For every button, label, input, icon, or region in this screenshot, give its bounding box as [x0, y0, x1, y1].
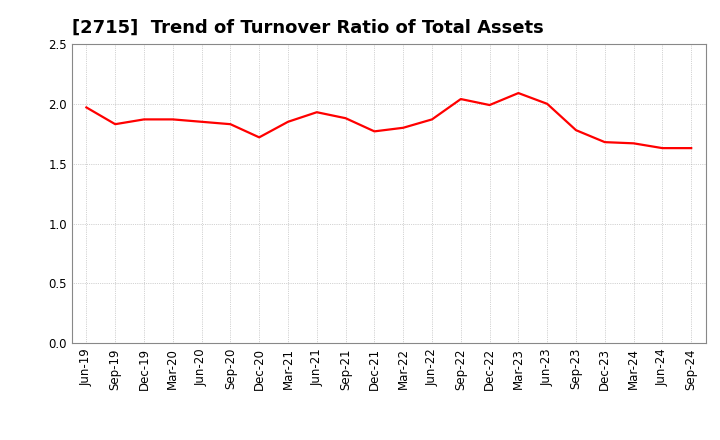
Text: [2715]  Trend of Turnover Ratio of Total Assets: [2715] Trend of Turnover Ratio of Total … [72, 19, 544, 37]
